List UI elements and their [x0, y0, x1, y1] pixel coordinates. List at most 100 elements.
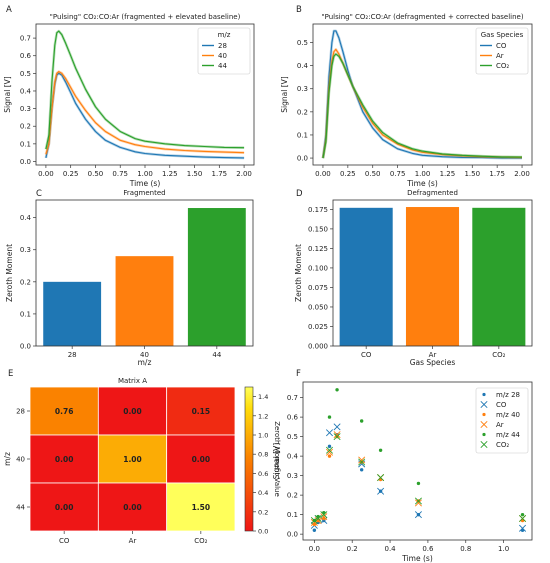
y-tick-label: 0.5 — [20, 70, 31, 78]
colorbar-tick-label: 1.2 — [258, 412, 268, 420]
chart-title: Matrix A — [118, 377, 147, 385]
y-tick-label: 0.5 — [287, 433, 298, 441]
y-tick-label: 40 — [16, 456, 25, 464]
x-tick-label: 0.00 — [38, 170, 54, 178]
point-CO — [414, 511, 422, 519]
y-tick-label: 0.3 — [297, 85, 308, 93]
heat-cell — [166, 386, 236, 436]
y-tick-label: 28 — [16, 408, 25, 416]
x-tick-label: CO — [361, 351, 372, 359]
legend-label: Ar — [496, 421, 504, 429]
y-tick-label: 0.2 — [20, 123, 31, 131]
y-tick-label: 0.0 — [20, 158, 31, 166]
x-tick-label: 28 — [68, 351, 77, 359]
cell-label: 0.00 — [192, 455, 211, 464]
x-tick-label: 0.75 — [390, 170, 406, 178]
point-CO₂ — [519, 515, 527, 523]
y-tick-label: 0.075 — [308, 284, 328, 292]
series-line-CO — [322, 30, 522, 159]
x-tick-label: 0.0 — [309, 545, 320, 553]
y-tick-label: 44 — [16, 504, 25, 512]
y-tick-label: 0.2 — [287, 492, 298, 500]
y-axis-label: Signal [V] — [3, 76, 12, 112]
heat-cell — [29, 434, 99, 484]
y-tick-label: 0.3 — [287, 472, 298, 480]
legend-label: 28 — [218, 42, 227, 50]
x-tick-label: 0.8 — [460, 545, 471, 553]
point-CO₂ — [414, 497, 422, 505]
point-CO₂ — [377, 474, 385, 482]
legend-label: m/z 44 — [496, 431, 521, 439]
cell-label: 0.15 — [192, 407, 211, 416]
y-tick-label: 0.6 — [287, 414, 299, 422]
legend-label: 40 — [218, 52, 227, 60]
y-axis-label: Signal [V] — [280, 76, 289, 112]
y-tick-label: 0.3 — [20, 246, 31, 254]
panel-letter: D — [296, 189, 303, 199]
bar-44 — [187, 208, 246, 346]
series-line-Ar — [322, 48, 523, 159]
point-CO — [519, 524, 527, 532]
x-tick-label: 1.75 — [212, 170, 228, 178]
point-CO — [333, 423, 341, 431]
panel-e: E Matrix A 0.76 0.00 0.15 0.00 1.00 0.00 0.00 0.0… — [3, 369, 281, 545]
y-tick-label: 0.7 — [20, 35, 31, 43]
y-tick-label: 0.0 — [297, 155, 308, 163]
heat-cell — [166, 434, 236, 484]
legend-label: CO — [496, 401, 507, 409]
axes-frame — [302, 381, 533, 541]
y-tick-label: 0.5 — [297, 39, 308, 47]
panel-b: B "Pulsing" CO₂:CO:Ar (defragmented + cor… — [280, 5, 533, 188]
y-tick-label: 0.4 — [20, 214, 32, 222]
cell-label: 0.00 — [123, 407, 142, 416]
y-axis-label: m/z — [3, 452, 12, 466]
point-CO₂ — [325, 446, 334, 454]
legend-box — [197, 27, 251, 75]
panel-letter: E — [8, 369, 13, 379]
colorbar-tick-label: 0.4 — [258, 489, 268, 497]
heat-cell — [97, 482, 168, 532]
panel-letter: B — [296, 5, 302, 15]
legend-label: CO₂ — [496, 441, 509, 449]
colorbar-tick-label: 0.8 — [258, 451, 268, 459]
y-tick-label: 0.050 — [308, 303, 328, 311]
y-tick-label: 0.4 — [20, 87, 32, 95]
x-tick-label: 0.25 — [340, 170, 356, 178]
x-tick-label: 1.0 — [498, 545, 509, 553]
x-tick-label: 1.50 — [187, 170, 203, 178]
colorbar-tick-label: 0.2 — [258, 508, 268, 516]
point-m/z 44 — [520, 512, 525, 517]
axes-frame — [35, 199, 254, 347]
y-tick-label: 0.150 — [308, 225, 328, 233]
legend-label: CO — [496, 42, 507, 50]
cell-label: 0.00 — [55, 455, 74, 464]
y-tick-label: 0.6 — [20, 52, 32, 60]
x-tick-label: 2.00 — [236, 170, 252, 178]
colorbar-tick-label: 0.0 — [258, 528, 268, 536]
y-tick-label: 0.2 — [20, 278, 31, 286]
heat-cell — [166, 482, 236, 532]
chart-title: Defragmented — [407, 189, 458, 197]
x-axis-label: Time (s) — [406, 179, 438, 188]
legend-box — [475, 27, 529, 75]
y-tick-label: 0.1 — [20, 140, 31, 148]
point-m/z 44 — [416, 481, 421, 486]
panel-f: F 0.0 0.2 0.4 0.6 0.8 1.0 0.0 0.1 0.2 0.3 0.4 0.5 0.6… — [272, 369, 533, 563]
chart-title: "Pulsing" CO₂:CO:Ar (defragmented + corr… — [321, 13, 523, 21]
x-axis-label: Gas Species — [410, 358, 456, 367]
point-Ar — [414, 499, 422, 507]
point-Ar — [325, 448, 334, 456]
x-tick-label: 44 — [212, 351, 221, 359]
legend-marker — [480, 440, 488, 449]
x-tick-label: 1.25 — [162, 170, 178, 178]
bar-CO₂ — [472, 207, 526, 346]
legend-marker — [480, 420, 488, 429]
point-m/z 44 — [335, 388, 339, 392]
x-tick-label: CO — [59, 537, 70, 545]
point-m/z 44 — [378, 448, 383, 452]
y-axis-label: Zeroth Moment — [294, 244, 303, 302]
x-tick-label: 1.50 — [464, 170, 480, 178]
chart-title: Fragmented — [123, 189, 165, 197]
series-line-44 — [45, 30, 245, 150]
x-tick-label: 1.75 — [489, 170, 505, 178]
